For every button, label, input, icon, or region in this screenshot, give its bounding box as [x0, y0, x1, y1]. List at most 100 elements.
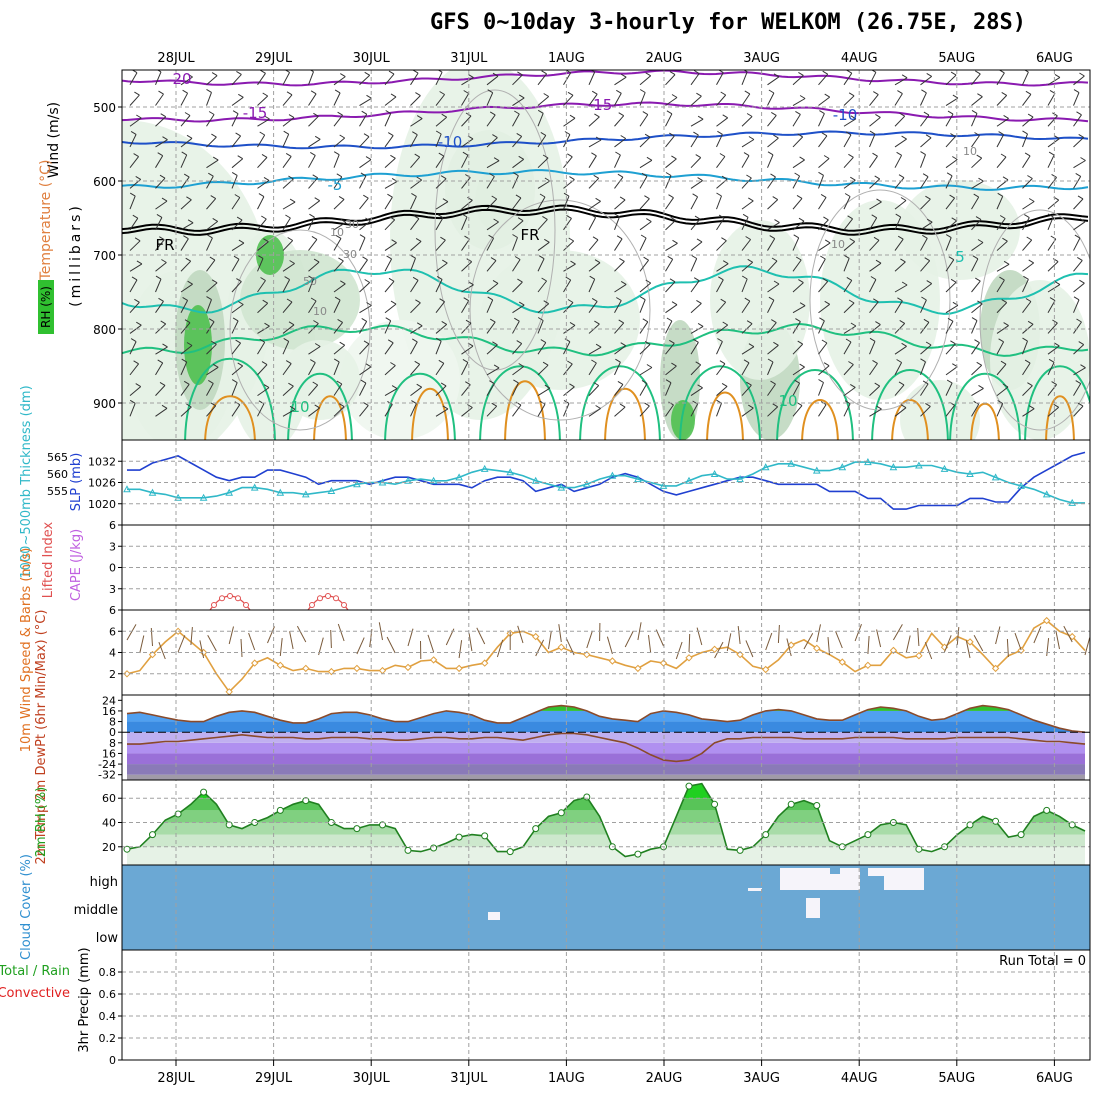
wind-barb — [819, 110, 825, 115]
wind10m-barb — [586, 630, 593, 649]
wind-barb — [211, 72, 218, 77]
rh2m-point — [455, 833, 463, 841]
wind-barb — [792, 366, 805, 376]
wind-barb — [716, 217, 725, 231]
wind-barb — [129, 94, 140, 106]
wind-barb — [818, 158, 830, 169]
wind-barb — [718, 214, 725, 219]
wind-barb — [565, 276, 571, 281]
wind-barb — [155, 262, 167, 272]
wind-barb — [308, 239, 318, 251]
wind10m-point — [1017, 646, 1025, 655]
wind-barb — [741, 200, 754, 210]
wind-barb — [339, 134, 345, 139]
wind-barb — [645, 72, 651, 77]
wind-barb — [716, 72, 724, 86]
thickness-point — [736, 475, 744, 483]
temp-band — [122, 695, 1090, 700]
wind-barb — [716, 301, 727, 314]
wind-barb — [844, 193, 851, 197]
wind-barb — [770, 380, 776, 385]
wind-barb — [901, 342, 907, 347]
wind-barb — [162, 136, 168, 141]
wind-barb — [767, 151, 774, 156]
wind-barb — [978, 177, 984, 182]
rh-contour — [979, 209, 1090, 431]
wind-barb — [950, 278, 957, 283]
wind-barb — [257, 179, 270, 189]
thickness-point — [787, 459, 796, 467]
wind-barb — [588, 262, 601, 272]
wind-barb — [822, 70, 828, 75]
wind-barb — [512, 158, 524, 169]
wind-barb — [588, 385, 600, 396]
wind-barb — [945, 366, 958, 376]
temp-band — [127, 774, 1085, 780]
wind-barb — [798, 279, 804, 284]
wind-barb — [308, 384, 319, 396]
wind-barb — [614, 76, 627, 86]
wind-barb — [1022, 178, 1033, 189]
wind-barb — [231, 404, 241, 417]
wind-barb — [237, 155, 243, 160]
wind10m-point — [276, 661, 285, 670]
cloud-gap — [796, 868, 820, 890]
wind-barb — [665, 382, 672, 396]
wind-barb — [231, 382, 238, 396]
wind-barb — [588, 362, 597, 376]
wind-barb — [774, 219, 780, 224]
wind-barb — [639, 321, 649, 334]
pressure-tick-label: 700 — [93, 249, 116, 263]
wind-barb — [843, 386, 856, 397]
wind-barb — [263, 384, 270, 389]
wind10m-barb — [876, 629, 882, 648]
wind-barb — [773, 134, 779, 139]
wind-barb — [718, 276, 724, 281]
temp-tick-label: 24 — [102, 694, 116, 707]
wind-barb — [794, 172, 800, 177]
wind-barb — [588, 71, 596, 86]
wind10m-barb — [803, 633, 814, 650]
wind-barb — [792, 136, 804, 148]
thickness-point — [531, 476, 540, 484]
wind-barb — [206, 175, 214, 189]
wind-barb — [338, 257, 344, 262]
wind-barb — [669, 339, 675, 344]
thickness-point — [506, 468, 515, 476]
wind-barb — [155, 200, 168, 210]
wind-barb — [461, 300, 470, 313]
rh2m-point — [506, 848, 514, 856]
wind-barb — [363, 194, 369, 199]
temp-tick-label: 16 — [102, 705, 116, 718]
wind-barb — [461, 362, 469, 376]
thickness-point — [915, 461, 923, 469]
wind-barb — [1075, 380, 1081, 385]
wind-barb — [567, 91, 574, 96]
wind-barb — [333, 151, 340, 156]
wind-barb — [690, 258, 698, 272]
cloud-gap — [868, 868, 884, 876]
wind-barb — [646, 364, 653, 368]
wind-barb — [155, 275, 162, 280]
wind-barb — [180, 115, 191, 127]
wind-barb — [614, 154, 621, 168]
wind-barb — [1025, 298, 1032, 302]
wind-barb — [537, 96, 550, 106]
wind-barb — [926, 72, 932, 77]
wind-barb — [359, 234, 366, 239]
wind-barb — [920, 383, 929, 396]
wind-barb — [620, 73, 627, 78]
wind-barb — [1073, 260, 1083, 272]
wind-barb — [564, 338, 571, 343]
wind-barb — [258, 193, 265, 198]
wind-barb — [231, 258, 240, 272]
wind-barb — [282, 94, 293, 106]
wind-barb — [945, 237, 952, 251]
wind-barb — [920, 176, 929, 189]
wind-barb — [359, 220, 371, 231]
wind-barb — [437, 214, 444, 219]
wind-barb — [206, 136, 217, 148]
wind-barb — [130, 130, 137, 135]
wind-barb — [129, 399, 136, 404]
thickness-point — [353, 480, 361, 488]
